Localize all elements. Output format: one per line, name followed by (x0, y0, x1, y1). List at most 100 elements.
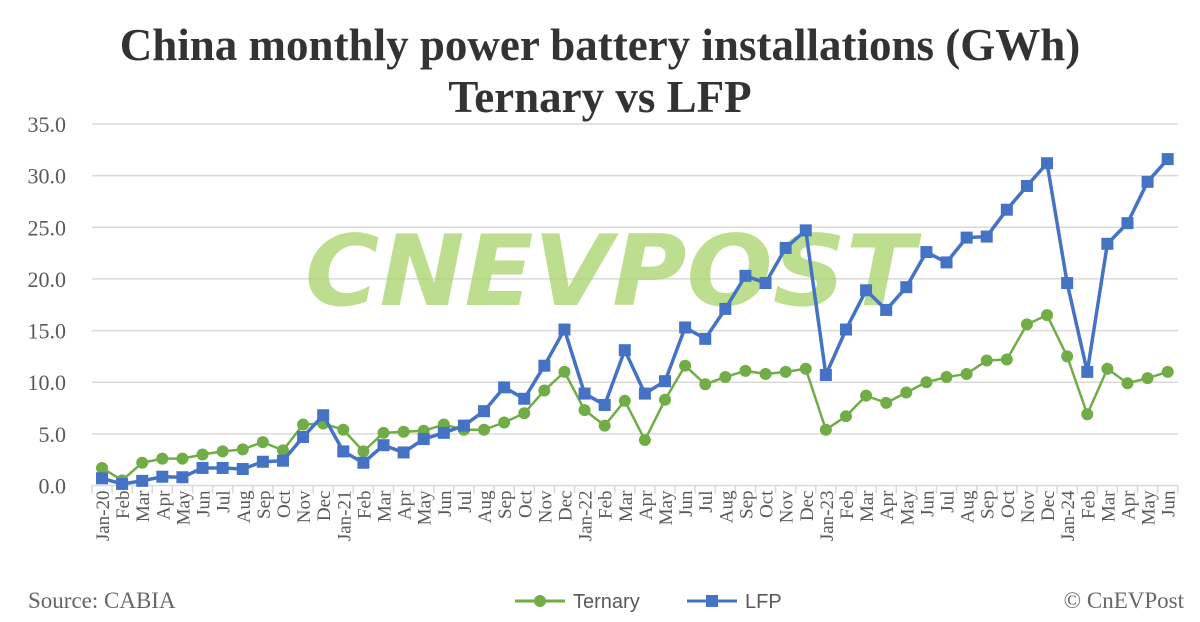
data-point-ternary (719, 371, 732, 384)
data-point-ternary (960, 367, 973, 380)
x-tick-label: Jun (194, 490, 215, 517)
x-tick-label: Mar (375, 490, 396, 522)
x-tick-label: May (1139, 490, 1160, 525)
data-point-ternary (156, 452, 169, 465)
x-tick-label: Mar (857, 490, 878, 522)
data-point-lfp (638, 387, 651, 400)
data-point-lfp (236, 462, 249, 475)
data-point-lfp (880, 303, 893, 316)
x-tick-label: Feb (596, 491, 617, 520)
x-tick-label: Jul (696, 491, 717, 513)
data-point-lfp (739, 269, 752, 282)
x-tick-label: Nov (1018, 490, 1039, 523)
data-point-lfp (940, 256, 953, 269)
data-point-ternary (1041, 309, 1054, 322)
x-tick-label: Dec (555, 491, 576, 522)
data-point-lfp (417, 433, 430, 446)
x-tick-label: Jan-20 (93, 491, 114, 542)
data-point-lfp (96, 472, 108, 485)
data-point-lfp (1121, 217, 1134, 230)
data-point-lfp (457, 419, 470, 432)
data-point-ternary (940, 371, 953, 384)
data-point-ternary (618, 394, 631, 407)
data-point-ternary (1081, 408, 1094, 421)
x-tick-label: Jan-21 (334, 491, 355, 542)
data-point-lfp (1061, 277, 1074, 290)
data-point-lfp (1161, 153, 1174, 166)
x-tick-label: Nov (294, 490, 315, 523)
x-tick-label: Jul (455, 491, 476, 513)
copyright-note: © CnEVPost (1063, 588, 1184, 613)
data-point-ternary (1020, 318, 1033, 331)
data-point-ternary (779, 365, 792, 378)
data-point-lfp (1000, 203, 1013, 216)
data-point-lfp (980, 230, 993, 243)
data-point-lfp (116, 477, 129, 490)
data-point-lfp (598, 398, 611, 411)
data-point-ternary (739, 364, 752, 377)
data-point-lfp (176, 471, 189, 484)
x-tick-label: Apr (153, 490, 174, 520)
x-tick-label: Oct (515, 490, 536, 518)
data-point-ternary (759, 367, 772, 380)
y-tick-label: 20.0 (28, 267, 67, 292)
data-point-lfp (960, 231, 973, 244)
x-tick-label: Aug (716, 490, 737, 523)
data-point-lfp (216, 461, 229, 474)
x-tick-label: Dec (314, 491, 335, 522)
source-note: Source: CABIA (28, 588, 176, 613)
data-point-ternary (96, 461, 108, 474)
legend-label-ternary: Ternary (573, 591, 640, 613)
data-point-lfp (1141, 175, 1154, 188)
data-point-ternary (578, 404, 591, 417)
x-tick-label: Jun (676, 490, 697, 517)
x-tick-label: Jan-22 (576, 491, 597, 542)
data-point-ternary (518, 407, 531, 420)
x-tick-label: Mar (133, 490, 154, 522)
data-point-ternary (136, 456, 149, 469)
x-tick-label: Mar (616, 490, 637, 522)
data-point-ternary (256, 436, 269, 449)
data-point-ternary (276, 444, 289, 457)
data-point-lfp (156, 470, 169, 483)
y-tick-label: 15.0 (28, 319, 67, 344)
x-tick-label: Jan-24 (1058, 490, 1079, 541)
data-point-ternary (679, 359, 692, 372)
data-point-lfp (498, 381, 511, 394)
data-point-ternary (337, 423, 350, 436)
x-tick-label: May (415, 490, 436, 525)
data-point-ternary (860, 389, 873, 402)
x-tick-label: Apr (1118, 490, 1139, 520)
legend-label-lfp: LFP (745, 591, 782, 613)
x-tick-label: Feb (837, 491, 858, 520)
watermark-logo: CNEVPOST (305, 215, 922, 329)
data-point-lfp (900, 281, 913, 294)
x-tick-label: Jun (917, 490, 938, 517)
x-tick-label: Feb (1078, 491, 1099, 520)
data-point-lfp (538, 359, 551, 372)
data-point-ternary (196, 448, 209, 461)
data-point-lfp (860, 284, 873, 297)
data-point-ternary (538, 384, 551, 397)
data-point-ternary (638, 434, 651, 447)
data-point-ternary (1121, 377, 1134, 390)
data-point-ternary (900, 386, 913, 399)
data-point-lfp (1020, 179, 1033, 192)
data-point-lfp (337, 445, 350, 458)
data-point-lfp (518, 392, 531, 405)
x-tick-label: Sep (254, 491, 275, 520)
data-point-lfp (397, 446, 410, 459)
data-point-ternary (216, 445, 229, 458)
data-point-ternary (598, 419, 611, 432)
data-point-ternary (377, 426, 390, 439)
y-tick-label: 10.0 (28, 370, 67, 395)
x-tick-label: Jun (1159, 490, 1180, 517)
data-point-lfp (920, 246, 933, 259)
data-point-ternary (819, 423, 832, 436)
x-tick-label: Apr (636, 490, 657, 520)
chart-title: China monthly power battery installation… (119, 20, 1081, 70)
data-point-lfp (478, 405, 491, 418)
data-point-ternary (920, 376, 933, 389)
x-tick-label: Feb (113, 491, 134, 520)
